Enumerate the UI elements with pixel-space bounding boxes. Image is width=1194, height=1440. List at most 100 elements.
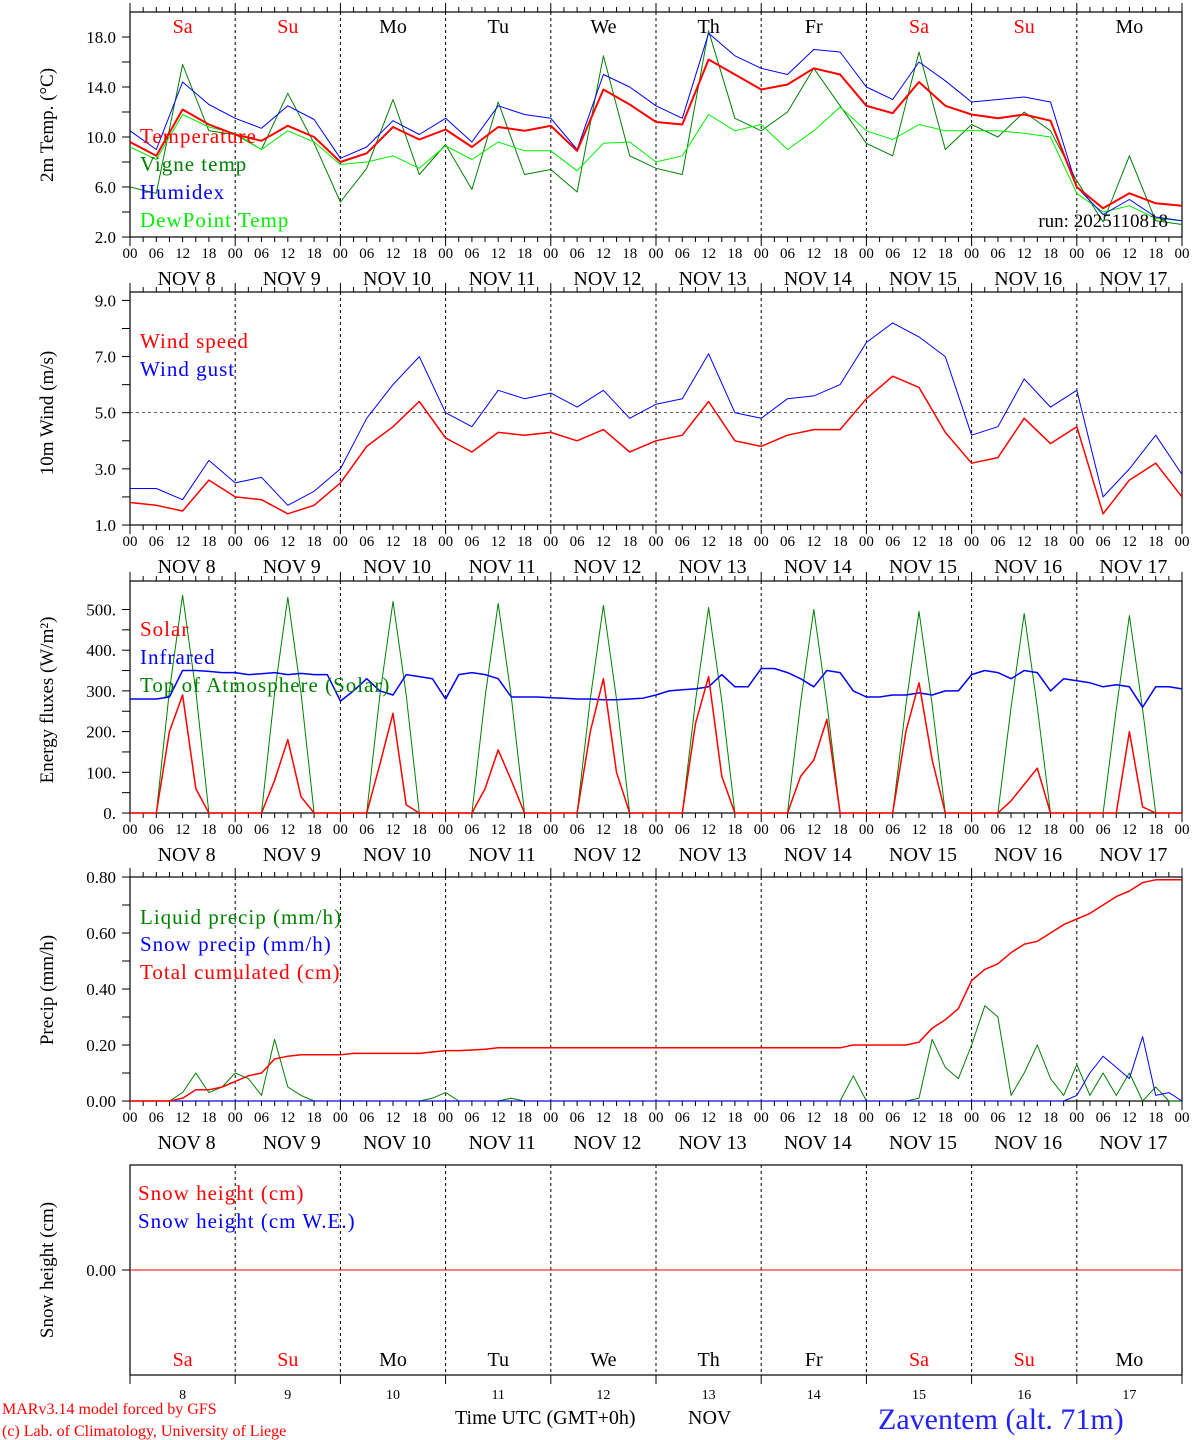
- x-hour-label: 18: [727, 246, 742, 262]
- x-date-label: NOV 9: [263, 268, 321, 290]
- day-number-label: 10: [386, 1388, 400, 1403]
- x-hour-label: 12: [1017, 1110, 1032, 1126]
- day-name-label: Fr: [805, 16, 823, 38]
- x-hour-label: 18: [622, 246, 637, 262]
- x-date-label: NOV 11: [469, 268, 536, 290]
- x-hour-label: 00: [859, 534, 874, 550]
- x-date-label: NOV 9: [263, 556, 321, 578]
- x-hour-label: 06: [464, 246, 480, 262]
- day-number-label: 17: [1122, 1388, 1136, 1403]
- x-date-label: NOV 16: [994, 556, 1062, 578]
- x-hour-label: 06: [359, 534, 375, 550]
- x-date-label: NOV 16: [994, 844, 1062, 866]
- x-hour-label: 18: [307, 1110, 322, 1126]
- x-hour-label: 12: [280, 246, 295, 262]
- x-hour-label: 00: [123, 1110, 138, 1126]
- x-hour-label: 06: [885, 246, 901, 262]
- x-date-label: NOV 15: [889, 268, 957, 290]
- y-tick-label: 0.00: [86, 1261, 116, 1280]
- day-name-label: Sa: [909, 1349, 929, 1371]
- x-hour-label: 06: [675, 534, 691, 550]
- y-tick-label: 0.40: [86, 980, 116, 999]
- x-hour-label: 12: [1122, 246, 1137, 262]
- x-hour-label: 00: [1069, 1110, 1084, 1126]
- x-date-label: NOV 15: [889, 556, 957, 578]
- x-hour-label: 00: [123, 822, 138, 838]
- y-tick-label: 7.0: [95, 348, 116, 367]
- x-axis-month: NOV: [688, 1407, 732, 1429]
- x-date-label: NOV 9: [263, 844, 321, 866]
- y-axis-label: 10m Wind (m/s): [37, 351, 58, 476]
- x-hour-label: 00: [754, 534, 769, 550]
- series-line-total-cumulated-cm: [130, 879, 1182, 1102]
- y-tick-label: 0.: [103, 804, 116, 823]
- legend-entry: DewPoint Temp: [140, 208, 289, 232]
- x-hour-label: 12: [1122, 534, 1137, 550]
- x-hour-label: 06: [464, 534, 480, 550]
- x-hour-label: 00: [228, 822, 243, 838]
- y-tick-label: 0.80: [86, 868, 116, 887]
- day-name-label: Su: [277, 16, 298, 38]
- x-hour-label: 12: [806, 822, 821, 838]
- x-date-label: NOV 8: [158, 844, 216, 866]
- x-hour-label: 00: [1175, 1110, 1190, 1126]
- x-hour-label: 00: [1069, 534, 1084, 550]
- x-hour-label: 18: [1043, 246, 1058, 262]
- x-hour-label: 06: [780, 534, 796, 550]
- x-hour-label: 12: [491, 822, 506, 838]
- x-hour-label: 18: [1043, 1110, 1058, 1126]
- x-hour-label: 00: [859, 246, 874, 262]
- x-hour-label: 00: [1175, 246, 1190, 262]
- y-tick-label: 100.: [86, 763, 116, 782]
- panel-1: [122, 3, 1183, 246]
- day-name-label: Su: [1014, 16, 1035, 38]
- x-hour-label: 12: [701, 822, 716, 838]
- x-hour-label: 18: [201, 246, 216, 262]
- x-hour-label: 18: [1148, 822, 1163, 838]
- x-hour-label: 06: [675, 822, 691, 838]
- x-hour-label: 06: [780, 822, 796, 838]
- day-name-label: Tu: [487, 1349, 509, 1371]
- x-hour-label: 18: [201, 534, 216, 550]
- x-hour-label: 12: [806, 246, 821, 262]
- x-hour-label: 18: [1043, 534, 1058, 550]
- x-hour-label: 06: [570, 822, 586, 838]
- x-hour-label: 18: [1148, 1110, 1163, 1126]
- x-hour-label: 18: [517, 822, 532, 838]
- plot-frame: [129, 11, 1183, 238]
- x-hour-label: 18: [412, 246, 427, 262]
- x-hour-label: 06: [675, 1110, 691, 1126]
- x-hour-label: 06: [885, 534, 901, 550]
- day-name-label: Sa: [173, 1349, 193, 1371]
- x-hour-label: 18: [517, 1110, 532, 1126]
- x-date-label: NOV 10: [363, 556, 431, 578]
- day-number-label: 16: [1017, 1388, 1031, 1403]
- x-hour-label: 06: [990, 246, 1006, 262]
- x-hour-label: 06: [149, 1110, 165, 1126]
- x-hour-label: 00: [1069, 246, 1084, 262]
- day-number-label: 12: [596, 1388, 610, 1403]
- x-hour-label: 18: [622, 822, 637, 838]
- x-hour-label: 12: [1017, 822, 1032, 838]
- x-hour-label: 18: [833, 534, 848, 550]
- x-hour-label: 12: [175, 534, 190, 550]
- y-tick-label: 200.: [86, 723, 116, 742]
- x-hour-label: 12: [175, 246, 190, 262]
- x-hour-label: 06: [149, 246, 165, 262]
- x-hour-label: 12: [912, 822, 927, 838]
- x-hour-label: 00: [649, 822, 664, 838]
- panel-4: [122, 868, 1183, 1110]
- x-hour-label: 06: [359, 246, 375, 262]
- x-hour-label: 12: [912, 246, 927, 262]
- x-hour-label: 00: [859, 1110, 874, 1126]
- x-hour-label: 12: [1122, 822, 1137, 838]
- y-tick-label: 5.0: [95, 404, 116, 423]
- x-hour-label: 06: [570, 1110, 586, 1126]
- x-hour-label: 12: [280, 1110, 295, 1126]
- day-number-label: 9: [284, 1388, 291, 1403]
- x-hour-label: 06: [359, 1110, 375, 1126]
- x-date-label: NOV 15: [889, 1132, 957, 1154]
- x-hour-label: 12: [1017, 246, 1032, 262]
- legend-entry: Liquid precip (mm/h): [140, 905, 342, 929]
- x-hour-label: 06: [149, 822, 165, 838]
